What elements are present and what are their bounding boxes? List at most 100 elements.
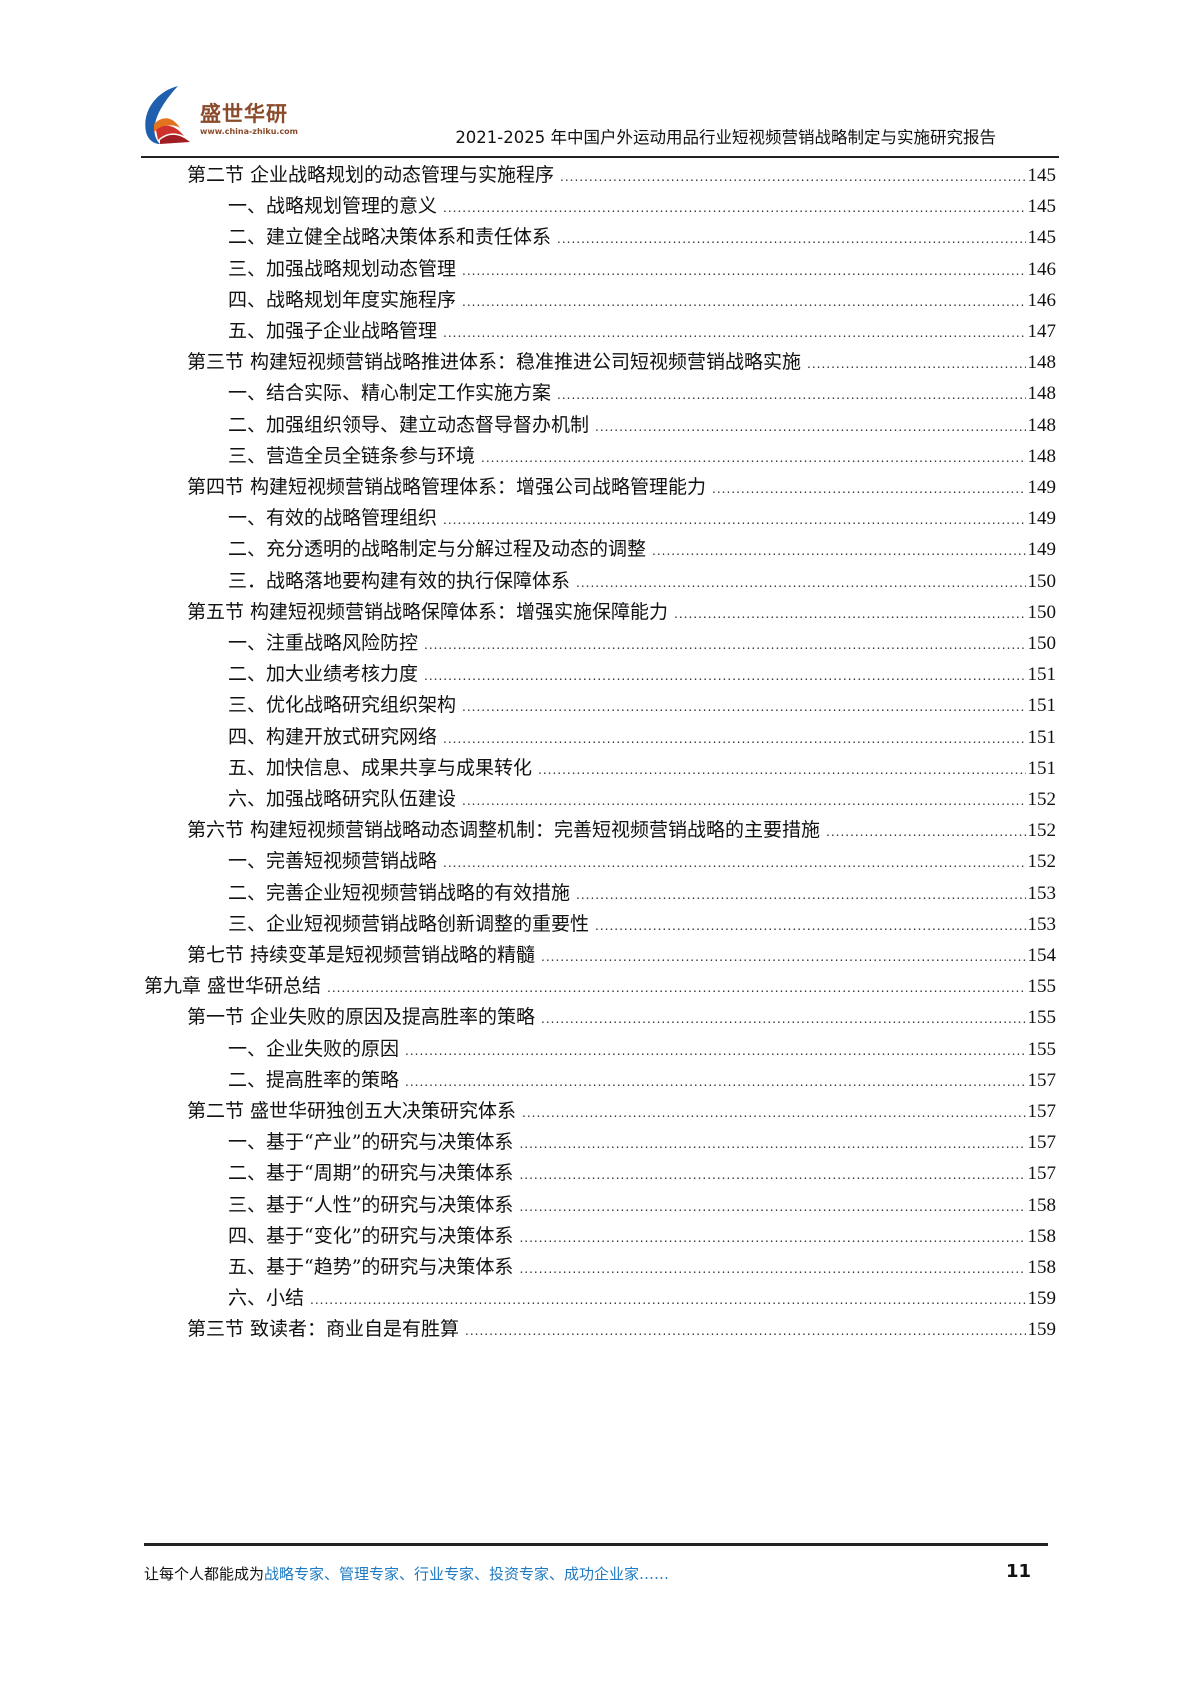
toc-entry-page: 145 — [1027, 227, 1057, 249]
toc-entry[interactable]: 二、加强组织领导、建立动态督导督办机制 148 — [228, 410, 1056, 441]
toc-entry[interactable]: 一、结合实际、精心制定工作实施方案 148 — [228, 378, 1056, 409]
toc-entry[interactable]: 四、战略规划年度实施程序 146 — [228, 285, 1056, 316]
slogan-prefix: 让每个人都能成为 — [144, 1565, 265, 1583]
toc-entry-title: 五、加强子企业战略管理 — [228, 320, 438, 342]
footer-divider — [144, 1543, 1048, 1546]
toc-entry-title: 二、建立健全战略决策体系和责任体系 — [228, 226, 552, 249]
toc-entry-title: 一、注重战略风险防控 — [228, 632, 419, 654]
toc-entry[interactable]: 二、充分透明的战略制定与分解过程及动态的调整 149 — [228, 534, 1056, 565]
footer-slogan: 让每个人都能成为战略专家、管理专家、行业专家、投资专家、成功企业家…… — [144, 1563, 669, 1584]
toc-entry-page: 155 — [1027, 1007, 1057, 1029]
toc-entry[interactable]: 第九章 盛世华研总结 155 — [144, 971, 1056, 1002]
dot-leader — [519, 1129, 1025, 1160]
toc-entry[interactable]: 二、提高胜率的策略 157 — [228, 1065, 1056, 1096]
toc-entry-page: 155 — [1027, 976, 1057, 998]
dot-leader — [595, 412, 1025, 443]
toc-entry[interactable]: 一、企业失败的原因 155 — [228, 1034, 1056, 1065]
toc-entry-title: 四、构建开放式研究网络 — [228, 725, 438, 748]
toc-entry-page: 150 — [1027, 633, 1057, 654]
dot-leader — [557, 224, 1025, 255]
toc-entry-page: 145 — [1027, 165, 1057, 186]
toc-entry-page: 154 — [1027, 945, 1057, 966]
toc-entry-page: 153 — [1027, 913, 1057, 935]
toc-entry-page: 146 — [1027, 289, 1057, 311]
dot-leader — [405, 1067, 1025, 1098]
toc-entry[interactable]: 一、完善短视频营销战略 152 — [228, 846, 1056, 877]
toc-entry[interactable]: 第五节 构建短视频营销战略保障体系：增强实施保障能力 150 — [187, 597, 1056, 628]
toc-entry[interactable]: 三、加强战略规划动态管理 146 — [228, 254, 1056, 285]
toc-entry[interactable]: 五、加强子企业战略管理 147 — [228, 316, 1056, 347]
toc-entry-title: 第三节 构建短视频营销战略推进体系：稳准推进公司短视频营销战略实施 — [187, 351, 802, 374]
toc-entry[interactable]: 三．战略落地要构建有效的执行保障体系 150 — [228, 566, 1056, 597]
toc-entry-title: 一、结合实际、精心制定工作实施方案 — [228, 382, 552, 405]
toc-entry[interactable]: 第一节 企业失败的原因及提高胜率的策略 155 — [187, 1002, 1056, 1033]
toc-entry-title: 五、基于“趋势”的研究与决策体系 — [228, 1256, 514, 1278]
toc-entry[interactable]: 二、基于“周期”的研究与决策体系 157 — [228, 1158, 1056, 1189]
toc-entry[interactable]: 一、战略规划管理的意义 145 — [228, 191, 1056, 222]
toc-entry[interactable]: 第七节 持续变革是短视频营销战略的精髓 154 — [187, 940, 1056, 971]
toc-entry-page: 151 — [1027, 757, 1057, 779]
toc-entry[interactable]: 第二节 盛世华研独创五大决策研究体系 157 — [187, 1096, 1056, 1127]
toc-entry[interactable]: 一、基于“产业”的研究与决策体系 157 — [228, 1127, 1056, 1158]
toc-entry-title: 一、基于“产业”的研究与决策体系 — [228, 1131, 514, 1154]
toc-entry-page: 145 — [1027, 196, 1057, 218]
dot-leader — [481, 443, 1025, 474]
dot-leader — [560, 162, 1025, 193]
toc-entry[interactable]: 六、小结 159 — [228, 1283, 1056, 1314]
toc-entry[interactable]: 三、基于“人性”的研究与决策体系 158 — [228, 1190, 1056, 1221]
toc-entry[interactable]: 三、企业短视频营销战略创新调整的重要性 153 — [228, 909, 1056, 940]
toc-entry-page: 149 — [1027, 508, 1057, 530]
dot-leader — [462, 786, 1025, 817]
toc-entry-title: 三、企业短视频营销战略创新调整的重要性 — [228, 912, 590, 935]
toc-entry[interactable]: 六、加强战略研究队伍建设 152 — [228, 784, 1056, 815]
toc-entry[interactable]: 第三节 致读者：商业自是有胜算 159 — [187, 1314, 1056, 1345]
company-logo: 盛世华研 www.china-zhiku.com — [140, 84, 310, 146]
toc-entry-title: 第三节 致读者：商业自是有胜算 — [187, 1318, 460, 1341]
toc-entry[interactable]: 四、构建开放式研究网络 151 — [228, 722, 1056, 753]
toc-entry-title: 三、基于“人性”的研究与决策体系 — [228, 1193, 514, 1216]
toc-entry[interactable]: 第二节 企业战略规划的动态管理与实施程序 145 — [187, 160, 1056, 191]
toc-entry-title: 五、加快信息、成果共享与成果转化 — [228, 756, 533, 779]
toc-entry-title: 二、基于“周期”的研究与决策体系 — [228, 1162, 514, 1185]
toc-entry[interactable]: 二、完善企业短视频营销战略的有效措施 153 — [228, 878, 1056, 909]
toc-entry-page: 152 — [1027, 820, 1057, 842]
toc-entry-title: 六、加强战略研究队伍建设 — [228, 788, 457, 810]
toc-entry-title: 四、基于“变化”的研究与决策体系 — [228, 1224, 514, 1247]
toc-entry[interactable]: 三、优化战略研究组织架构 151 — [228, 690, 1056, 721]
dot-leader — [519, 1254, 1025, 1285]
toc-entry[interactable]: 三、营造全员全链条参与环境 148 — [228, 441, 1056, 472]
dot-leader — [652, 536, 1025, 567]
toc-entry-page: 155 — [1027, 1038, 1057, 1060]
toc-entry[interactable]: 第四节 构建短视频营销战略管理体系：增强公司战略管理能力 149 — [187, 472, 1056, 503]
toc-entry-page: 151 — [1027, 695, 1057, 717]
toc-entry[interactable]: 四、基于“变化”的研究与决策体系 158 — [228, 1221, 1056, 1252]
toc-entry-page: 157 — [1027, 1132, 1057, 1154]
toc-entry-page: 148 — [1027, 352, 1057, 374]
dot-leader — [327, 973, 1025, 1004]
dot-leader — [538, 755, 1025, 786]
toc-entry[interactable]: 五、加快信息、成果共享与成果转化 151 — [228, 753, 1056, 784]
toc-entry-page: 150 — [1027, 570, 1057, 592]
toc-entry[interactable]: 第三节 构建短视频营销战略推进体系：稳准推进公司短视频营销战略实施 148 — [187, 347, 1056, 378]
toc-entry-title: 一、有效的战略管理组织 — [228, 507, 438, 530]
toc-entry[interactable]: 二、建立健全战略决策体系和责任体系 145 — [228, 222, 1056, 253]
dot-leader — [443, 505, 1025, 536]
toc-entry[interactable]: 一、注重战略风险防控 150 — [228, 628, 1056, 659]
toc-entry-title: 二、加强组织领导、建立动态督导督办机制 — [228, 413, 590, 436]
toc-entry-title: 第七节 持续变革是短视频营销战略的精髓 — [187, 944, 536, 966]
document-title: 2021-2025 年中国户外运动用品行业短视频营销战略制定与实施研究报告 — [455, 128, 996, 147]
toc-entry-title: 二、提高胜率的策略 — [228, 1068, 400, 1091]
toc-entry-title: 第六节 构建短视频营销战略动态调整机制：完善短视频营销战略的主要措施 — [187, 819, 821, 842]
toc-entry[interactable]: 五、基于“趋势”的研究与决策体系 158 — [228, 1252, 1056, 1283]
dot-leader — [576, 880, 1025, 911]
toc-entry[interactable]: 一、有效的战略管理组织 149 — [228, 503, 1056, 534]
toc-entry-title: 一、战略规划管理的意义 — [228, 195, 438, 218]
toc-entry[interactable]: 二、加大业绩考核力度 151 — [228, 659, 1056, 690]
toc-entry[interactable]: 第六节 构建短视频营销战略动态调整机制：完善短视频营销战略的主要措施 152 — [187, 815, 1056, 846]
toc-entry-title: 六、小结 — [228, 1287, 305, 1310]
dot-leader — [519, 1223, 1025, 1254]
dot-leader — [807, 349, 1025, 380]
dot-leader — [443, 724, 1025, 755]
toc-entry-page: 152 — [1027, 789, 1057, 810]
dot-leader — [443, 848, 1025, 879]
